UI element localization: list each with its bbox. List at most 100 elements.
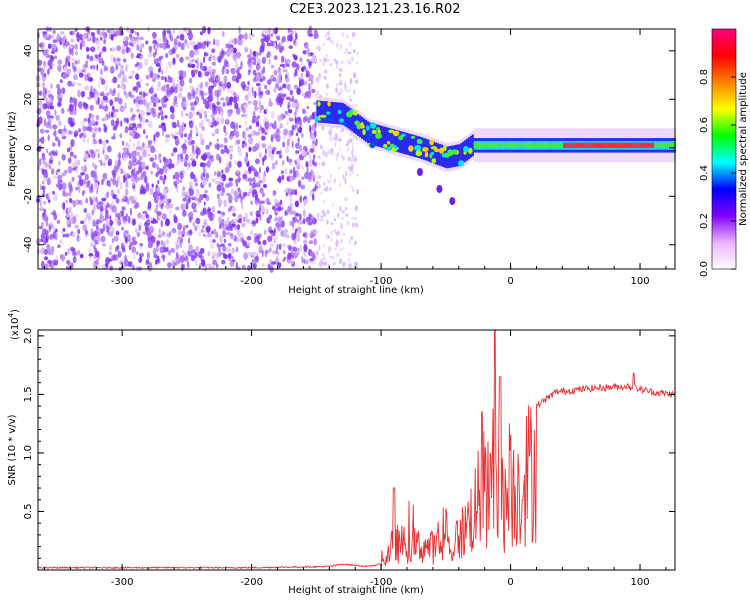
noise-blob — [287, 188, 293, 196]
noise-blob — [194, 125, 198, 132]
noise-blob — [211, 132, 215, 137]
track-band-core — [576, 142, 579, 148]
noise-blob — [249, 49, 252, 57]
noise-blob — [160, 110, 164, 116]
noise-blob — [184, 139, 188, 144]
noise-blob — [150, 95, 156, 101]
scatter-blob — [328, 36, 331, 41]
noise-blob — [266, 166, 269, 173]
noise-blob — [89, 196, 92, 203]
noise-blob — [253, 171, 259, 178]
noise-blob — [84, 74, 88, 82]
noise-blob — [49, 102, 53, 108]
scatter-blob — [319, 59, 322, 62]
noise-blob — [181, 96, 186, 103]
noise-blob — [135, 126, 138, 131]
noise-blob — [87, 77, 94, 82]
track-clump — [371, 129, 377, 134]
noise-blob — [191, 202, 197, 210]
scatter-blob — [339, 72, 342, 78]
noise-blob — [100, 36, 103, 41]
track-band-core — [607, 142, 610, 148]
track-band-core — [627, 142, 630, 148]
noise-blob — [216, 170, 221, 177]
noise-blob — [251, 119, 257, 124]
track-band-blue — [469, 135, 472, 158]
noise-blob — [47, 43, 52, 49]
track-band-blue — [331, 102, 335, 124]
noise-blob — [244, 212, 248, 220]
scatter-blob — [315, 250, 319, 256]
noise-blob — [80, 166, 86, 171]
noise-blob — [257, 115, 260, 119]
scatter-blob — [346, 220, 350, 225]
noise-blob — [195, 188, 200, 194]
noise-blob — [252, 56, 257, 60]
noise-blob — [68, 130, 73, 135]
noise-blob — [225, 43, 231, 49]
track-band-core — [485, 142, 488, 148]
noise-blob — [296, 230, 300, 238]
noise-blob — [112, 88, 117, 94]
noise-blob — [283, 128, 288, 136]
noise-blob — [210, 177, 216, 183]
noise-blob — [224, 58, 227, 67]
noise-blob — [261, 249, 264, 258]
noise-blob — [258, 180, 263, 184]
noise-blob — [65, 55, 71, 61]
noise-blob — [222, 65, 226, 70]
chart-title: C2E3.2023.121.23.16.R02 — [289, 2, 461, 17]
noise-blob — [201, 94, 204, 101]
noise-blob — [42, 185, 46, 194]
noise-blob — [106, 180, 109, 186]
noise-blob — [119, 133, 123, 139]
noise-blob — [160, 230, 166, 237]
noise-blob — [309, 73, 314, 82]
noise-blob — [190, 140, 195, 145]
noise-blob — [233, 190, 238, 198]
track-band-core — [650, 142, 653, 148]
noise-blob — [268, 247, 272, 253]
noise-blob — [71, 142, 74, 147]
noise-blob — [236, 237, 240, 243]
noise-blob — [206, 160, 211, 168]
noise-blob — [78, 101, 83, 109]
noise-blob — [208, 141, 213, 146]
colorbar-tick-label: 0.8 — [699, 69, 710, 85]
noise-blob — [128, 195, 134, 201]
noise-blob — [168, 198, 172, 203]
track-band-core — [629, 142, 632, 148]
snr-panel: -300 -200 -100 0 100 0.51.01.52.0 Height of … — [7, 309, 676, 596]
noise-blob — [202, 179, 207, 186]
noise-blob — [201, 119, 204, 127]
noise-blob — [70, 217, 75, 225]
noise-blob — [302, 108, 306, 114]
noise-blob — [64, 60, 69, 67]
noise-blob — [63, 66, 67, 72]
scatter-blob — [333, 58, 337, 62]
noise-blob — [53, 129, 57, 138]
track-band-blue — [324, 101, 327, 123]
noise-blob — [52, 124, 58, 130]
noise-blob — [70, 186, 73, 193]
noise-blob — [125, 180, 129, 189]
noise-blob — [187, 213, 191, 218]
noise-blob — [102, 223, 106, 232]
noise-blob — [69, 45, 73, 49]
scatter-blob — [320, 144, 323, 150]
track-band-core — [671, 142, 674, 148]
noise-blob — [147, 264, 153, 272]
track-band-core — [623, 142, 626, 148]
track-clump — [441, 153, 446, 158]
noise-blob — [155, 259, 158, 266]
track-clump — [328, 117, 333, 122]
noise-blob — [137, 95, 143, 100]
noise-blob — [200, 174, 204, 181]
noise-blob — [149, 46, 152, 54]
noise-blob — [48, 93, 51, 98]
noise-blob — [106, 191, 109, 199]
track-band-blue — [366, 121, 370, 144]
noise-blob — [241, 222, 246, 228]
noise-blob — [72, 30, 76, 35]
noise-blob — [231, 255, 234, 260]
